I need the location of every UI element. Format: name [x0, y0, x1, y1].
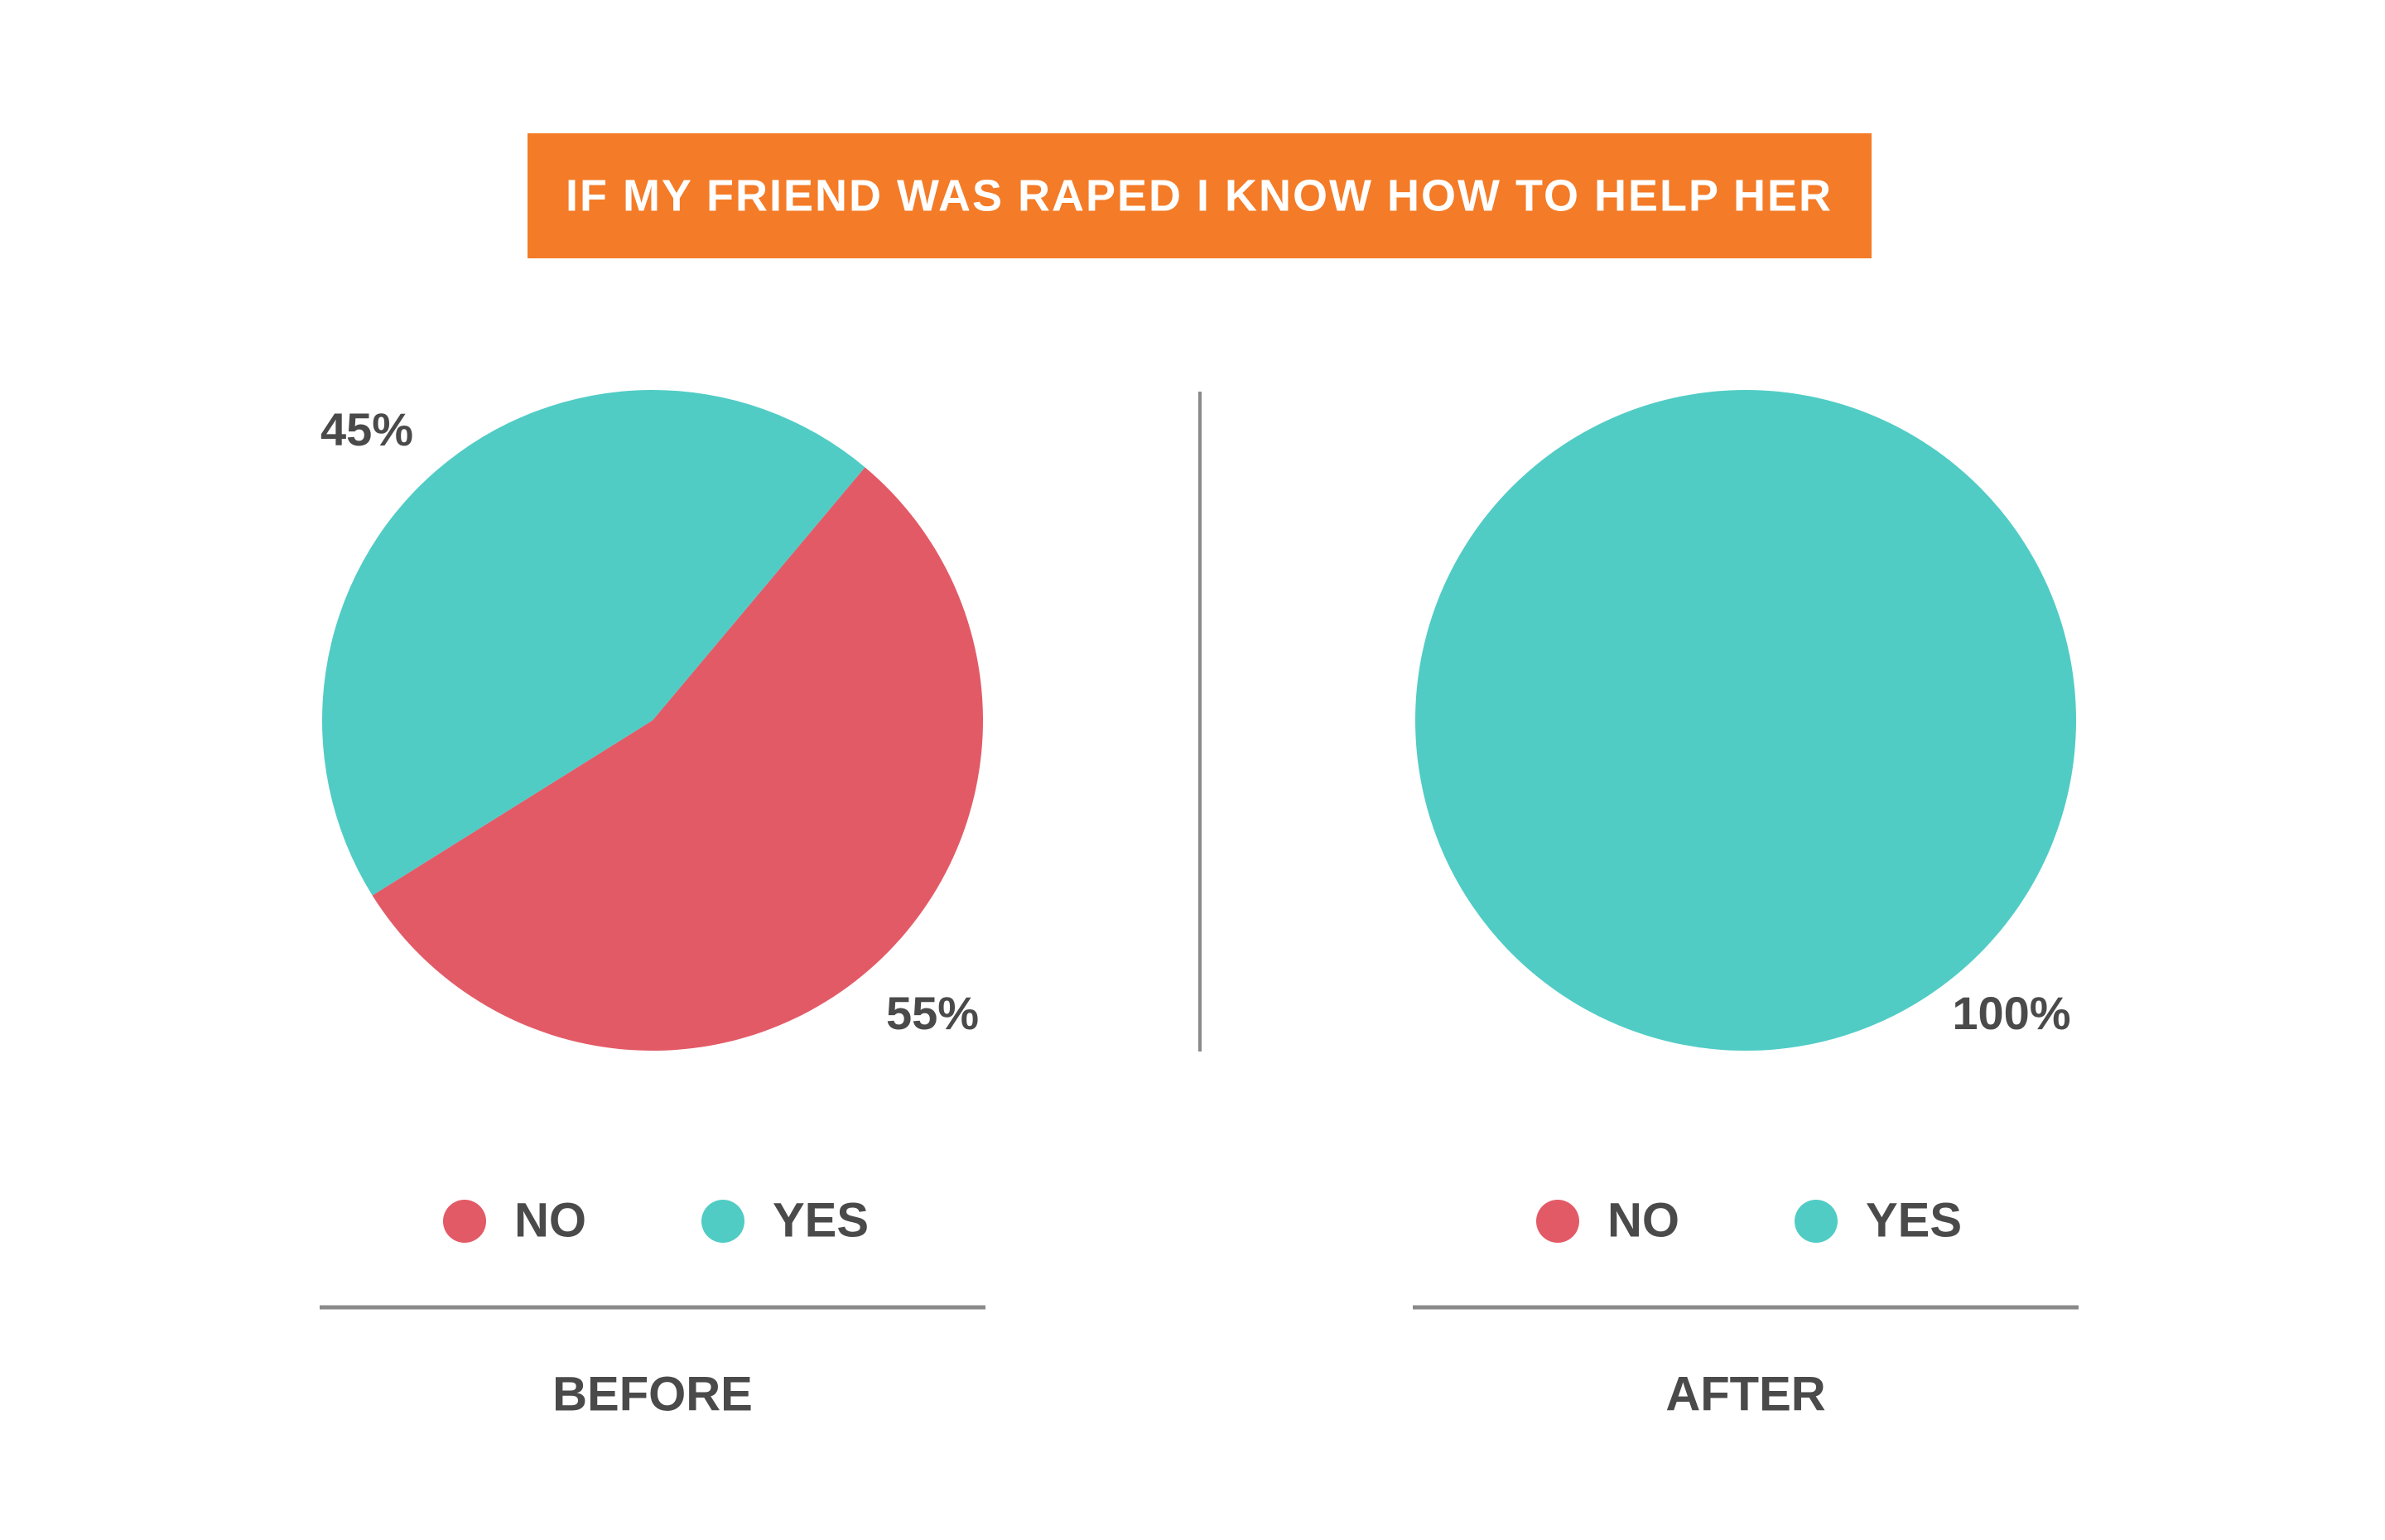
value-label: 100%	[1952, 987, 2070, 1039]
legend-swatch	[701, 1200, 744, 1243]
title: IF MY FRIEND WAS RAPED I KNOW HOW TO HEL…	[566, 171, 1833, 220]
chart-label: BEFORE	[552, 1367, 753, 1421]
chart-label: AFTER	[1665, 1367, 1825, 1421]
value-label: 45%	[320, 403, 413, 455]
legend-swatch	[1795, 1200, 1838, 1243]
pie-slice	[322, 389, 865, 896]
value-label: 55%	[886, 987, 979, 1039]
pie-slice	[1415, 390, 2076, 1051]
legend-swatch	[1536, 1200, 1579, 1243]
legend-label: NO	[1607, 1193, 1679, 1247]
legend-label: NO	[514, 1193, 586, 1247]
legend-swatch	[443, 1200, 486, 1243]
legend-label: YES	[1866, 1193, 1962, 1247]
pie-slice	[372, 467, 983, 1051]
legend-label: YES	[773, 1193, 869, 1247]
title-banner	[528, 133, 1872, 258]
